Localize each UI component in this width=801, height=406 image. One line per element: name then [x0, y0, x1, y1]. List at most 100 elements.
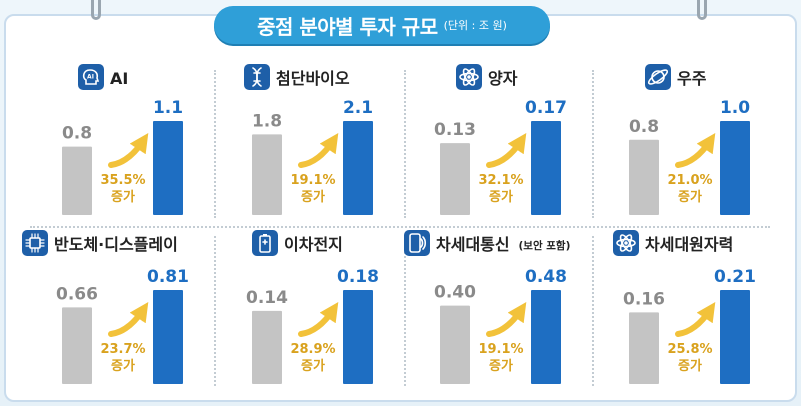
orbit [462, 68, 476, 86]
nuclear-atom-icon [613, 230, 639, 256]
bar-before [252, 310, 282, 384]
growth-word: 증가 [489, 190, 513, 205]
growth-word: 증가 [301, 190, 325, 205]
bar-before [440, 143, 470, 215]
panel-subtitle: (보안 포함) [519, 239, 571, 252]
data-label: 2.1 [343, 98, 373, 118]
orbit [619, 234, 633, 252]
icon-bg [645, 64, 671, 90]
divider [592, 70, 594, 218]
bar-before [62, 307, 92, 384]
data-label: 0.40 [434, 283, 476, 303]
panel-title: 차세대통신 [436, 235, 510, 254]
dna-icon [244, 64, 270, 90]
panel-title: 반도체·디스플레이 [54, 235, 178, 254]
chip-pins [25, 233, 45, 253]
bar-after [343, 290, 373, 384]
ai-head-icon: AI [78, 64, 104, 90]
data-label: 0.17 [525, 98, 567, 118]
nucleus [467, 75, 471, 79]
data-label: 1.1 [153, 98, 183, 118]
planet-icon [645, 64, 671, 90]
growth-word: 증가 [489, 359, 513, 374]
chart-panel: 차세대통신 (보안 포함) 0.40 0.48 19.1% 증가 [404, 230, 570, 384]
atom-icon [456, 64, 482, 90]
signal-waves [420, 236, 427, 250]
bar-after [153, 290, 183, 384]
growth-word: 증가 [678, 359, 702, 374]
growth-percent: 21.0% [667, 173, 712, 188]
binder-ring-left [91, 0, 101, 20]
divider [214, 70, 216, 218]
divider [214, 236, 216, 386]
chart-panel: 이차전지 0.14 0.18 28.9% 증가 [246, 230, 379, 384]
title-banner: 중점 분야별 투자 규모 (단위 : 조 원) [214, 6, 550, 44]
bar-after [343, 121, 373, 215]
growth-percent: 32.1% [478, 173, 523, 188]
growth-percent: 35.5% [100, 173, 145, 188]
panel-title: 첨단바이오 [276, 69, 350, 88]
orbit [616, 238, 636, 248]
data-label: 0.66 [56, 284, 98, 304]
bar-after [720, 121, 750, 215]
head-outline [82, 69, 100, 85]
bar-before [629, 312, 659, 384]
growth-word: 증가 [678, 190, 702, 205]
data-label: 0.48 [525, 267, 567, 287]
binder-ring-right [697, 0, 707, 20]
chart-panel: 우주 0.8 1.0 21.0% 증가 [629, 64, 750, 215]
divider [592, 236, 594, 386]
growth-arrow [108, 133, 149, 168]
chart-panel: 첨단바이오 1.8 2.1 19.1% 증가 [244, 64, 373, 215]
data-label: 1.8 [252, 111, 282, 131]
chart-panel: 양자 0.13 0.17 32.1% 증가 [434, 64, 567, 215]
bar-after [720, 290, 750, 384]
chart-title: 중점 분야별 투자 규모 [257, 14, 438, 39]
wireless-phone-icon [404, 230, 430, 256]
ring [647, 69, 669, 85]
bar-after [153, 121, 183, 215]
nucleus [624, 241, 628, 245]
growth-percent: 23.7% [100, 342, 145, 357]
growth-word: 증가 [111, 190, 135, 205]
icon-bg [78, 64, 104, 90]
orbit [619, 234, 633, 252]
panel-title: 우주 [677, 69, 707, 88]
data-label: 0.16 [623, 289, 665, 309]
bar-before [252, 134, 282, 215]
panel-title: 차세대원자력 [645, 235, 733, 254]
divider [404, 70, 406, 218]
strand [252, 67, 262, 87]
growth-percent: 25.8% [667, 342, 712, 357]
data-label: 0.81 [147, 267, 189, 287]
rungs [253, 72, 261, 82]
data-label: 0.8 [62, 124, 92, 144]
divider [30, 226, 770, 228]
battery-icon [252, 230, 278, 256]
data-label: 0.8 [629, 117, 659, 137]
panel-title: AI [110, 69, 128, 88]
growth-arrow [675, 302, 716, 337]
battery-cap [263, 234, 267, 236]
data-label: 0.13 [434, 120, 476, 140]
data-label: 0.21 [714, 267, 756, 287]
growth-arrow [675, 133, 716, 168]
growth-arrow [486, 302, 527, 337]
data-label: 1.0 [720, 98, 750, 118]
ai-glyph: AI [87, 74, 94, 81]
data-label: 0.18 [337, 267, 379, 287]
growth-percent: 19.1% [290, 173, 335, 188]
chart-panel: AI AI 0.8 1.1 35.5% 증가 [62, 64, 183, 215]
data-label: 0.14 [246, 288, 288, 308]
growth-arrow [486, 133, 527, 168]
phone-body [409, 233, 421, 253]
growth-word: 증가 [111, 359, 135, 374]
battery-plus [262, 239, 268, 245]
panel-title: 이차전지 [284, 235, 343, 254]
icon-bg [22, 230, 48, 256]
panel-title: 양자 [488, 69, 518, 88]
unit-label: (단위 : 조 원) [443, 19, 507, 32]
bar-after [531, 290, 561, 384]
